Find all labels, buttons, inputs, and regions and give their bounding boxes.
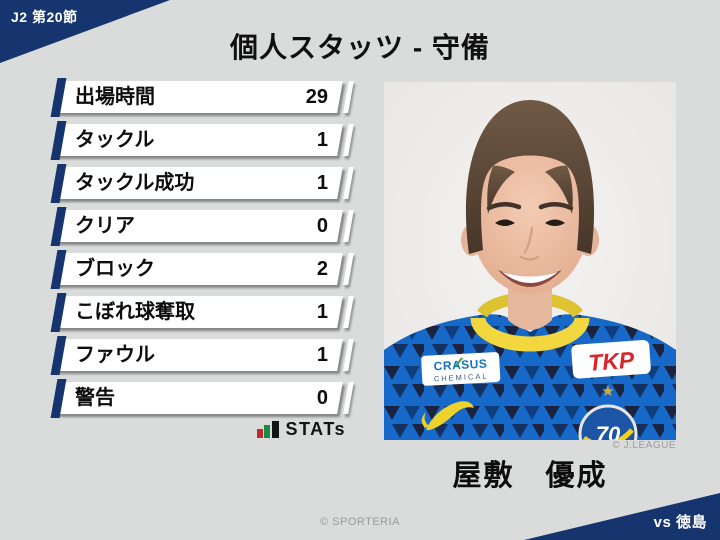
crest-star-icon: ★ [601,383,614,400]
player-photo-illustration: CRASUS CHEMICAL TKP ★ 70 [384,82,676,440]
page-title: 個人スタッツ - 守備 [230,32,490,63]
stat-row-edge-sliver [343,210,354,242]
stat-row: クリア 0 [50,207,354,246]
nose [523,226,534,254]
collar-front [470,317,590,352]
stat-label: クリア [75,215,135,237]
club-crest: 70 [578,404,638,440]
stat-row-edge-sliver [343,253,354,285]
sponsor-tkp-text: TKP [587,347,635,376]
opponent-badge-label: vs 徳島 [653,514,707,531]
stat-label: タックル [75,129,155,151]
stat-label: こぼれ球奪取 [75,301,195,323]
crasus-green-accent [454,357,463,367]
eyes [495,219,515,226]
stat-row: タックル成功 1 [50,164,354,203]
sponsor-crasus-text: CRASUS [433,357,487,374]
stat-row-edge-sliver [343,124,354,156]
stat-value: 0 [316,215,328,237]
stat-value: 29 [305,86,328,108]
sponsor-patch-tkp: TKP [571,339,651,379]
stat-label: 警告 [75,387,115,409]
stat-value: 0 [316,387,328,409]
stats-logo: STATs [50,419,346,439]
stat-value: 1 [316,344,328,366]
player-photo: CRASUS CHEMICAL TKP ★ 70 [384,82,676,440]
stat-row-edge-sliver [343,167,354,199]
hair [465,100,595,254]
round-badge-label: J2 第20節 [11,9,78,25]
stat-row: ブロック 2 [50,250,354,289]
stat-row-edge-sliver [343,296,354,328]
stat-value: 1 [316,172,328,194]
stat-value: 2 [316,258,328,280]
stat-label: 出場時間 [75,86,155,108]
stat-label: タックル成功 [75,172,195,194]
stat-row: タックル 1 [50,121,354,160]
sponsor-patch-crasus: CRASUS CHEMICAL [421,352,501,386]
stat-label: ファウル [75,344,155,366]
stat-row: 出場時間 29 [50,78,354,117]
bar-chart-icon [256,421,279,438]
site-credit: © SPORTERIA [319,516,401,528]
sponsor-chemical-text: CHEMICAL [434,371,489,383]
photo-credit: © J.LEAGUE [612,440,676,451]
player-name: 屋敷 優成 [452,460,608,492]
eyebrows [486,202,522,211]
stats-logo-label: STATs [285,419,346,439]
crest-number: 70 [596,422,621,440]
stat-label: ブロック [75,258,155,280]
stat-row-edge-sliver [343,81,354,113]
stat-row: ファウル 1 [50,336,354,375]
stats-list: 出場時間 29 タックル 1 タックル成功 1 クリア 0 ブロック 2 [50,78,354,425]
stat-value: 1 [316,301,328,323]
stat-row: こぼれ球奪取 1 [50,293,354,332]
stat-row-edge-sliver [343,339,354,371]
stat-row: 警告 0 [50,379,354,418]
stat-value: 1 [316,129,328,151]
puma-logo-icon [421,401,474,430]
stat-row-edge-sliver [343,382,354,414]
